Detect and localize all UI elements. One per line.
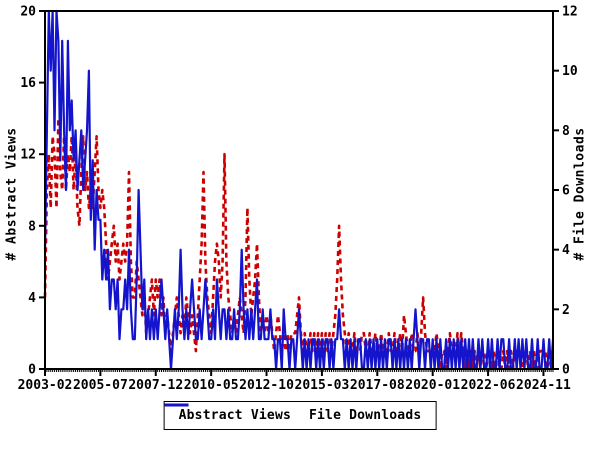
left-axis-title: # Abstract Views bbox=[4, 127, 20, 261]
legend-label-abstract-views: Abstract Views bbox=[178, 408, 291, 423]
y-left-tick-label: 20 bbox=[20, 5, 36, 20]
x-tick-label: 2012-10 bbox=[239, 378, 294, 393]
x-tick-label: 2015-03 bbox=[295, 378, 350, 393]
x-tick-label: 2010-05 bbox=[184, 378, 239, 393]
x-tick-label: 2005-07 bbox=[73, 378, 128, 393]
x-tick-label: 2003-02 bbox=[18, 378, 73, 393]
y-right-tick-label: 2 bbox=[562, 303, 570, 318]
legend-label-file-downloads: File Downloads bbox=[309, 408, 422, 423]
x-tick-label: 2022-06 bbox=[461, 378, 516, 393]
x-tick-label: 2007-12 bbox=[128, 378, 183, 393]
solid-line-sample-icon bbox=[164, 403, 189, 407]
right-axis-title: # File Downloads bbox=[572, 127, 588, 261]
y-right-tick-label: 6 bbox=[562, 184, 570, 199]
y-right-tick-label: 10 bbox=[562, 64, 578, 79]
abstract-views-line bbox=[43, 117, 555, 371]
legend: Abstract Views File Downloads bbox=[163, 401, 437, 430]
legend-item-abstract-views: Abstract Views bbox=[164, 403, 291, 423]
y-left-tick-label: 8 bbox=[28, 219, 36, 234]
file-downloads-line bbox=[43, 9, 555, 371]
x-tick-label: 2020-01 bbox=[405, 378, 460, 393]
y-left-tick-label: 16 bbox=[20, 76, 36, 91]
y-left-tick-label: 0 bbox=[28, 363, 36, 378]
y-right-tick-label: 8 bbox=[562, 124, 570, 139]
y-left-tick-label: 4 bbox=[28, 291, 36, 306]
legend-item-file-downloads: File Downloads bbox=[164, 403, 422, 423]
x-tick-label: 2017-08 bbox=[350, 378, 405, 393]
y-left-tick-label: 12 bbox=[20, 148, 36, 163]
y-right-tick-label: 4 bbox=[562, 243, 570, 258]
y-right-tick-label: 0 bbox=[562, 363, 570, 378]
y-right-tick-label: 12 bbox=[562, 5, 578, 20]
x-tick-label: 2024-11 bbox=[516, 378, 571, 393]
